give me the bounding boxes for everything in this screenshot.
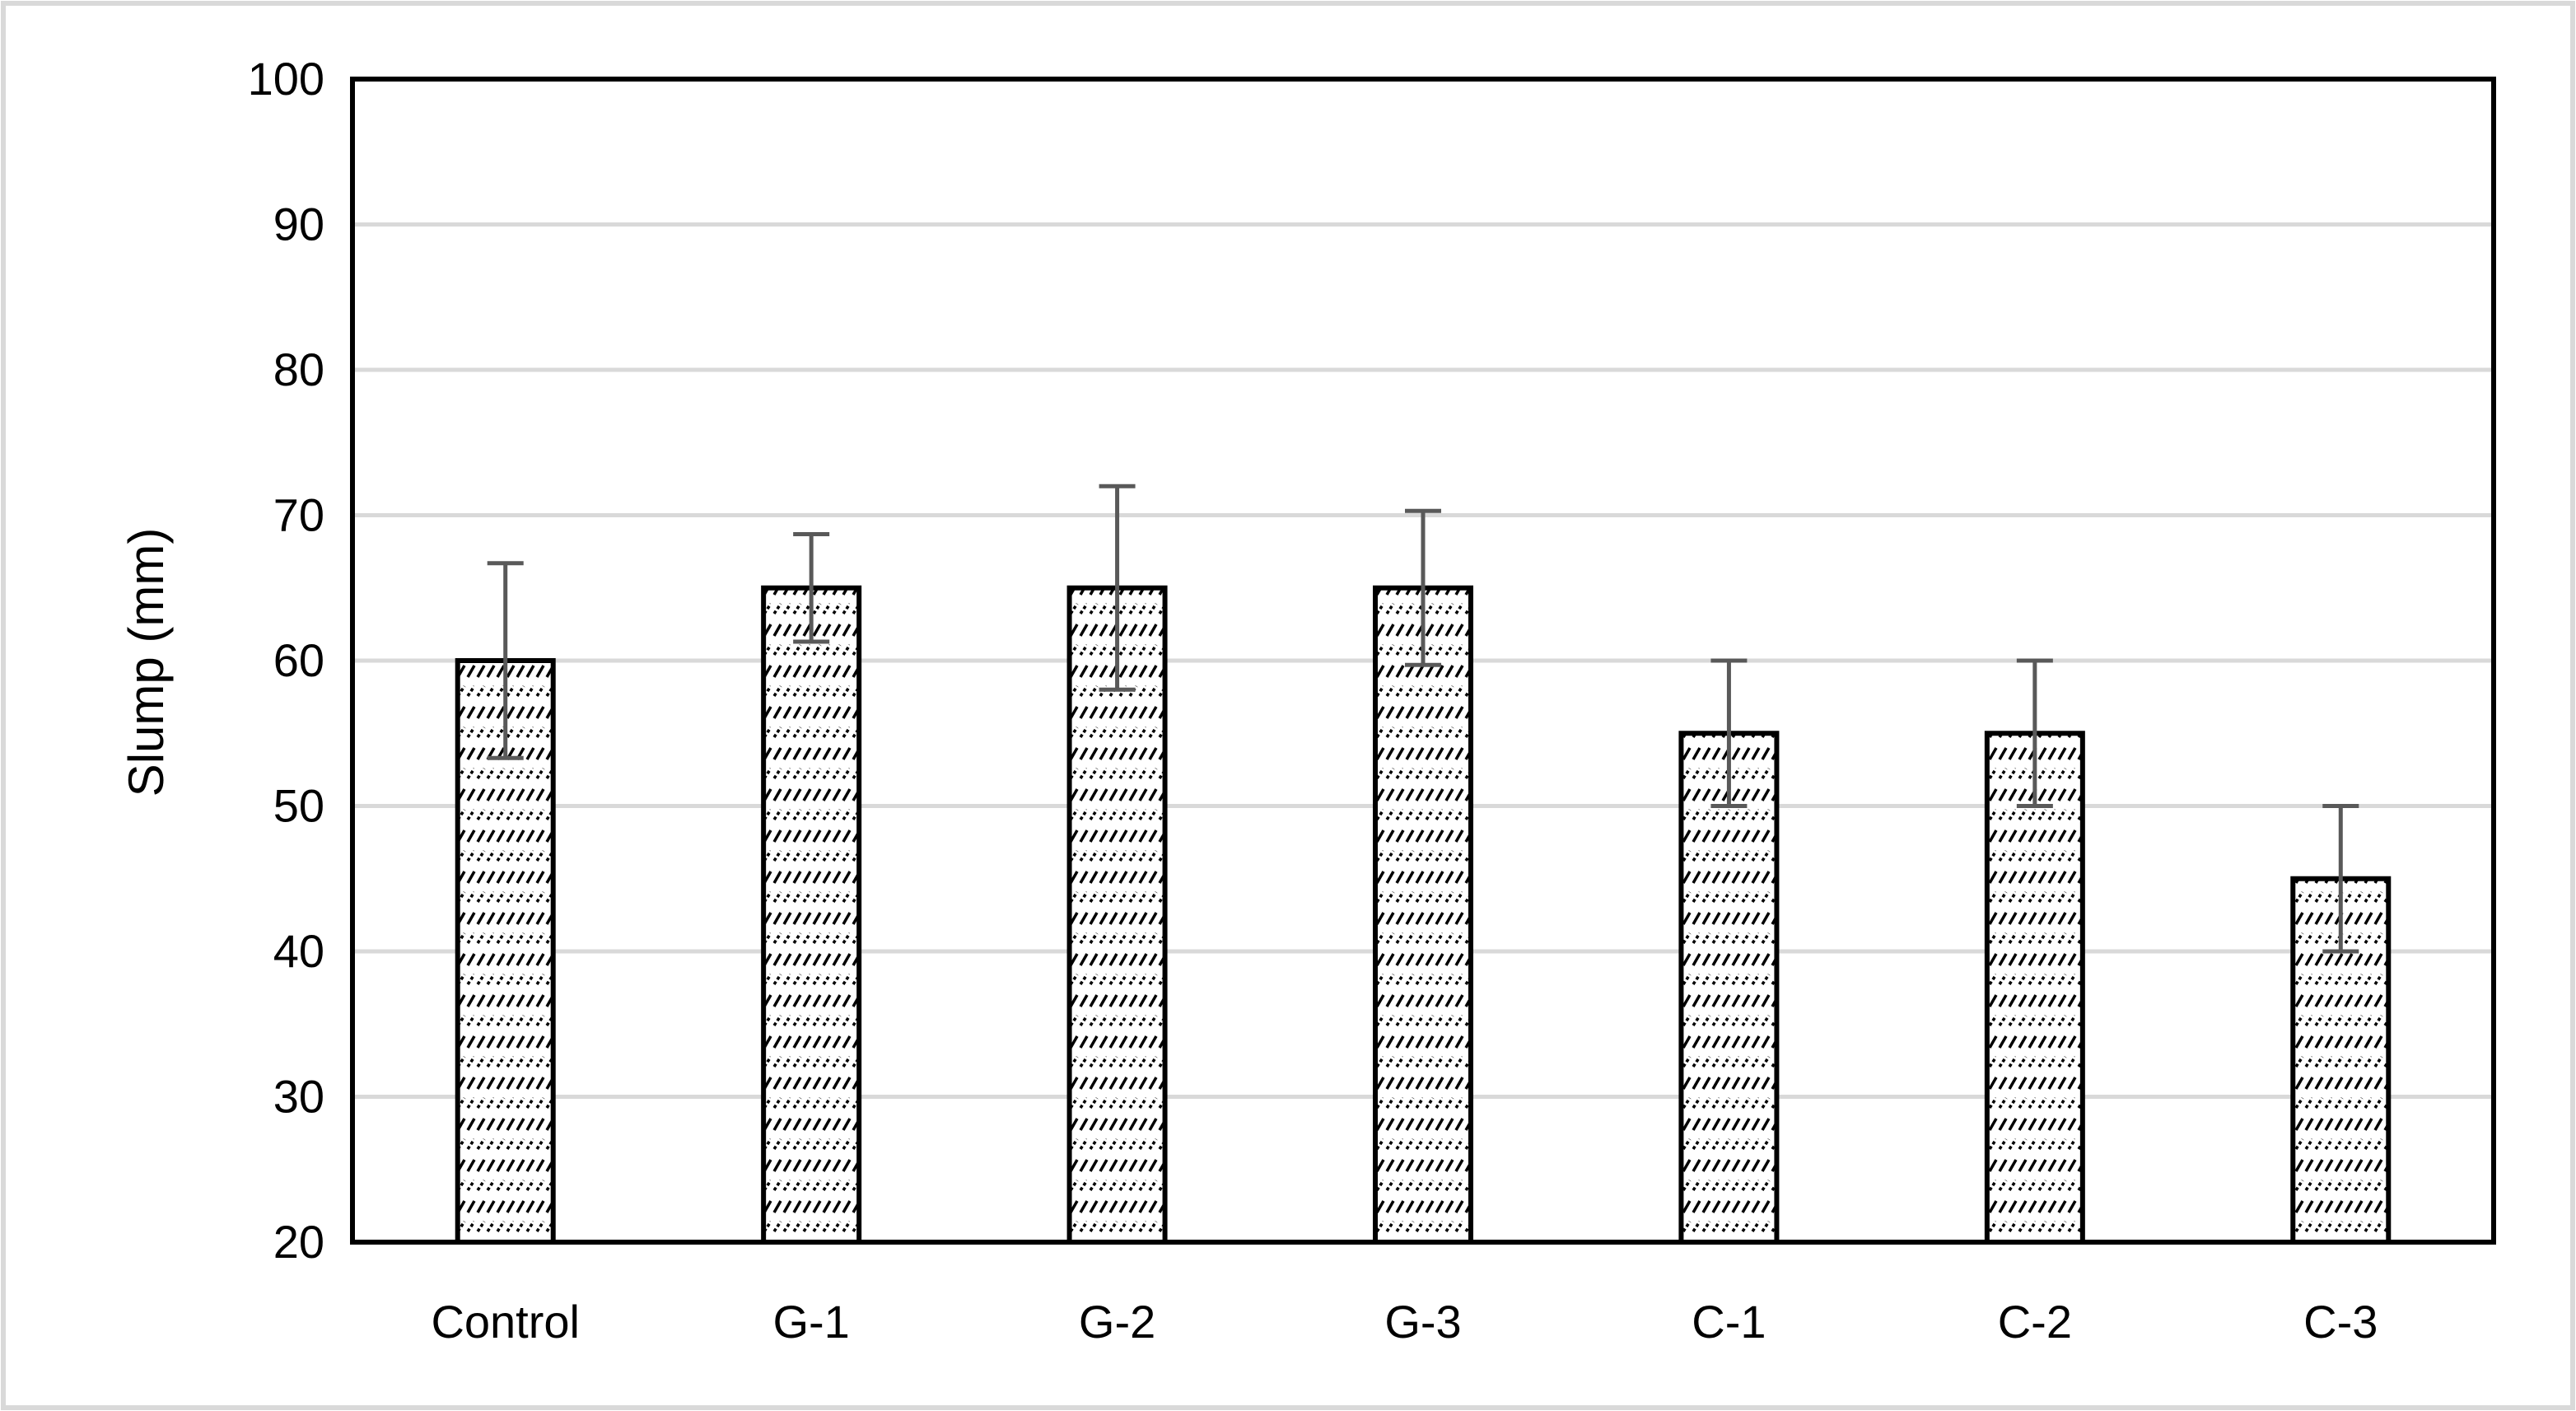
error-bar-g-2	[1099, 484, 1136, 692]
x-tick-label-g-1: G-1	[772, 1296, 849, 1348]
y-tick-label: 50	[273, 780, 324, 832]
y-axis-tick-labels: 20 30 40 50 60 70 80 90 100	[248, 53, 324, 1268]
bar-c-1	[1678, 731, 1780, 1245]
y-tick-label: 20	[273, 1216, 324, 1268]
x-tick-label-g-3: G-3	[1384, 1296, 1461, 1348]
error-bar-control	[487, 561, 524, 760]
error-bar-c-1	[1710, 658, 1748, 808]
x-tick-label-c-1: C-1	[1692, 1296, 1766, 1348]
x-tick-label-g-2: G-2	[1079, 1296, 1155, 1348]
y-tick-label: 90	[273, 199, 324, 250]
error-bar-g-1	[793, 531, 830, 644]
y-tick-label: 30	[273, 1071, 324, 1123]
y-tick-label: 70	[273, 489, 324, 541]
bar-g-2	[1066, 585, 1168, 1245]
error-bar-c-2	[2016, 658, 2053, 808]
plot-area-frame	[350, 77, 2496, 1245]
bars	[455, 585, 2392, 1245]
y-tick-label: 60	[273, 634, 324, 686]
bar-c-2	[1984, 731, 2085, 1245]
x-axis-tick-labels: Control G-1 G-2 G-3 C-1 C-2 C-3	[431, 1296, 2378, 1348]
y-axis-title: Slump (mm)	[119, 528, 174, 797]
y-tick-label: 100	[248, 53, 324, 105]
bar-g-3	[1373, 585, 1473, 1245]
bar-g-1	[761, 585, 862, 1245]
x-tick-label-c-3: C-3	[2303, 1296, 2378, 1348]
y-tick-label: 40	[273, 925, 324, 977]
error-bar-c-3	[2322, 804, 2359, 954]
x-tick-label-control: Control	[431, 1296, 580, 1348]
y-tick-label: 80	[273, 343, 324, 395]
error-bar-g-3	[1405, 508, 1441, 667]
error-bars	[487, 484, 2359, 954]
x-tick-label-c-2: C-2	[1998, 1296, 2072, 1348]
